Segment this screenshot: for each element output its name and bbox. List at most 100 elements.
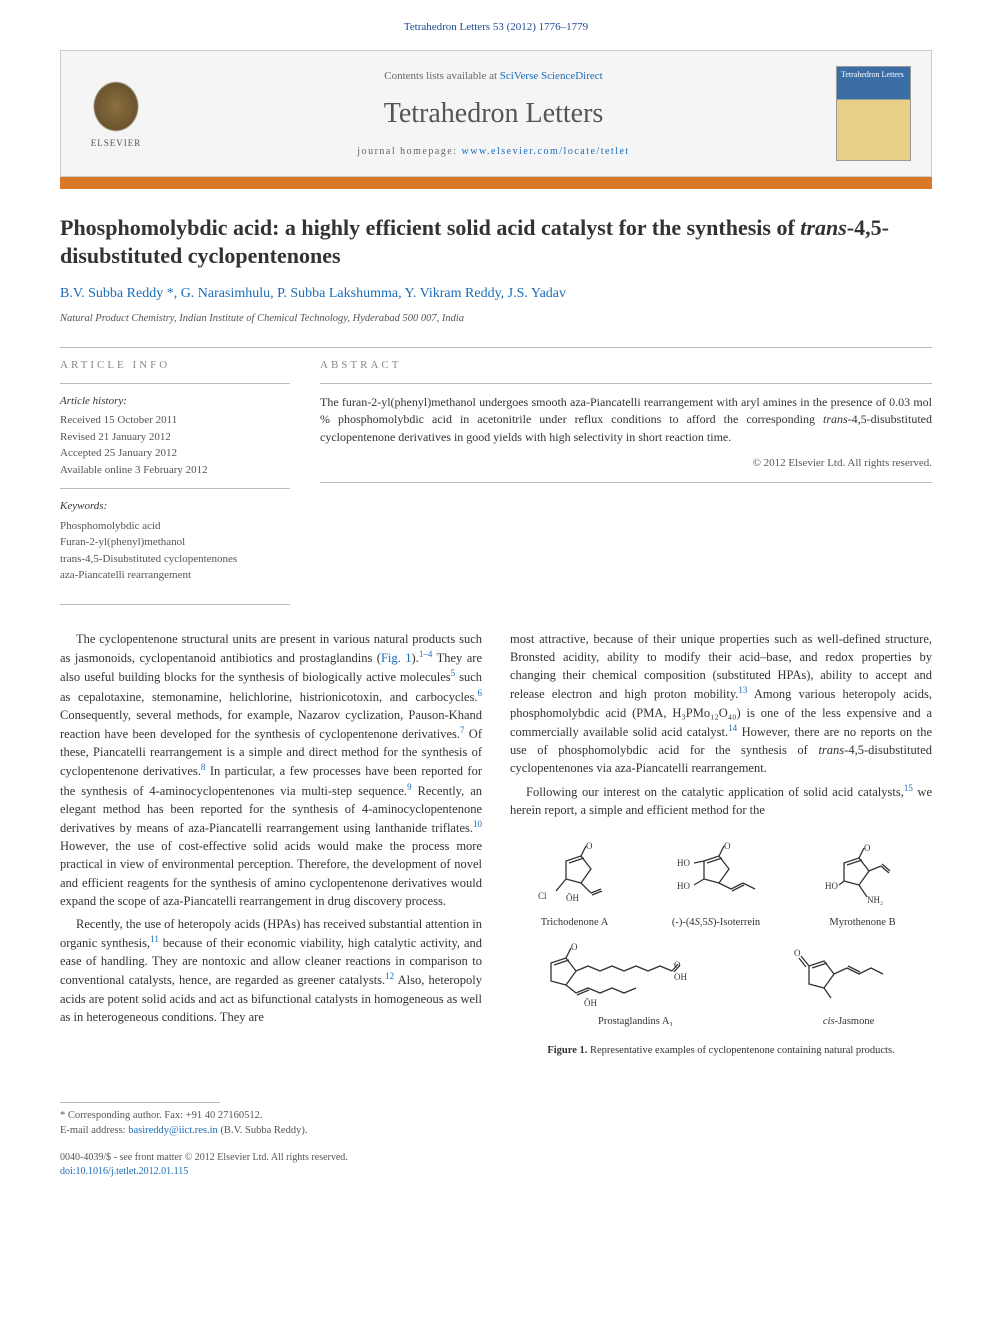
ref-14[interactable]: 14: [728, 723, 737, 733]
para-3: most attractive, because of their unique…: [510, 630, 932, 777]
body-col-left: The cyclopentenone structural units are …: [60, 630, 482, 1058]
article-info-heading: ARTICLE INFO: [60, 358, 290, 373]
info-abstract-row: ARTICLE INFO Article history: Received 1…: [60, 358, 932, 584]
ref-15[interactable]: 15: [904, 783, 913, 793]
ref-10[interactable]: 10: [473, 819, 482, 829]
m2p: )-Isoterrein: [713, 917, 760, 928]
mol-structure-icon: O HO HO: [669, 841, 764, 911]
ref-1-4[interactable]: 1–4: [419, 649, 433, 659]
banner-center: Contents lists available at SciVerse Sci…: [151, 69, 836, 160]
m2a: (-)-(4: [672, 917, 695, 928]
body-columns: The cyclopentenone structural units are …: [60, 630, 932, 1058]
body-col-right: most attractive, because of their unique…: [510, 630, 932, 1058]
svg-text:HO: HO: [677, 858, 690, 868]
ref-12[interactable]: 12: [385, 971, 394, 981]
email-line: E-mail address: basireddy@iict.res.in (B…: [60, 1124, 540, 1139]
accepted-line: Accepted 25 January 2012: [60, 445, 290, 462]
contents-prefix: Contents lists available at: [384, 70, 499, 82]
sciencedirect-link[interactable]: SciVerse ScienceDirect: [500, 70, 603, 82]
email-link[interactable]: basireddy@iict.res.in: [128, 1125, 218, 1136]
info-divider-1: [60, 383, 290, 384]
svg-text:ŌH: ŌH: [584, 998, 597, 1008]
kw3-ital: trans: [60, 553, 81, 565]
mol-structure-icon: O O OH ŌH: [526, 938, 746, 1010]
corresponding-author: * Corresponding author. Fax: +91 40 2716…: [60, 1109, 540, 1124]
svg-text:OH: OH: [674, 972, 687, 982]
revised-line: Revised 21 January 2012: [60, 429, 290, 446]
mol-cis-jasmone: O cis-Jasmone: [768, 938, 928, 1029]
email-post: (B.V. Subba Reddy).: [218, 1125, 308, 1136]
mol4-label: Prostaglandins A₁: [513, 1014, 758, 1029]
p4a: Following our interest on the catalytic …: [526, 785, 904, 799]
mol-structure-icon: O NH₂ HO: [819, 841, 907, 911]
figure-caption: Figure 1. Representative examples of cyc…: [510, 1043, 932, 1058]
mol-structure-icon: O: [789, 938, 909, 1010]
mol-trichodenone: O Cl ŌH Trichodenone A: [536, 841, 614, 930]
affiliation: Natural Product Chemistry, Indian Instit…: [60, 312, 932, 327]
mol-myrothenone: O NH₂ HO Myrothenone B: [819, 841, 907, 930]
svg-text:O: O: [571, 942, 578, 952]
svg-text:O: O: [864, 843, 871, 853]
fig-caption-pre: Figure 1.: [547, 1045, 587, 1056]
svg-text:HO: HO: [825, 881, 838, 891]
homepage-link[interactable]: www.elsevier.com/locate/tetlet: [462, 146, 630, 157]
doi-link[interactable]: doi:10.1016/j.tetlet.2012.01.115: [60, 1166, 188, 1177]
mol-isoterrein: O HO HO (-)-(4S,5S)-Isoterrein: [669, 841, 764, 930]
svg-text:Cl: Cl: [538, 891, 547, 901]
page-header: Tetrahedron Letters 53 (2012) 1776–1779: [0, 0, 992, 35]
journal-banner: ELSEVIER Contents lists available at Sci…: [60, 50, 932, 177]
article-info-col: ARTICLE INFO Article history: Received 1…: [60, 358, 290, 584]
svg-text:HO: HO: [677, 881, 690, 891]
available-line: Available online 3 February 2012: [60, 462, 290, 479]
mol2-label: (-)-(4S,5S)-Isoterrein: [669, 915, 764, 930]
elsevier-logo: ELSEVIER: [81, 74, 151, 154]
p3ital: trans: [818, 743, 844, 757]
journal-cover-thumb: Tetrahedron Letters: [836, 66, 911, 161]
abs-ital: trans: [823, 412, 848, 426]
article-title: Phosphomolybdic acid: a highly efficient…: [60, 214, 932, 269]
svg-text:O: O: [794, 948, 801, 958]
divider-top: [60, 347, 932, 348]
svg-text:ŌH: ŌH: [566, 893, 579, 903]
m5i: cis: [823, 1016, 835, 1027]
ref-6[interactable]: 6: [478, 688, 483, 698]
kw3-post: -4,5-Disubstituted cyclopentenones: [81, 553, 237, 565]
svg-text:O: O: [724, 841, 731, 851]
doi-line: doi:10.1016/j.tetlet.2012.01.115: [60, 1165, 932, 1179]
ref-11[interactable]: 11: [150, 934, 159, 944]
para-2: Recently, the use of heteropoly acids (H…: [60, 915, 482, 1026]
cover-label: Tetrahedron Letters: [841, 71, 906, 79]
fig1-link[interactable]: Fig. 1: [381, 651, 412, 665]
abstract-divider: [320, 383, 932, 384]
history-head: Article history:: [60, 394, 290, 409]
page-footer: * Corresponding author. Fax: +91 40 2716…: [0, 1088, 992, 1198]
author-link[interactable]: B.V. Subba Reddy *, G. Narasimhulu, P. S…: [60, 286, 566, 301]
p1i: However, the use of cost-effective solid…: [60, 839, 482, 907]
mol3-label: Myrothenone B: [819, 915, 907, 930]
footer-divider: [60, 1102, 220, 1103]
kw4: aza-Piancatelli rearrangement: [60, 567, 290, 584]
footer-left: * Corresponding author. Fax: +91 40 2716…: [60, 1096, 540, 1138]
homepage-prefix: journal homepage:: [357, 146, 461, 157]
article-main: Phosphomolybdic acid: a highly efficient…: [0, 189, 992, 1088]
title-ital: trans: [800, 215, 846, 240]
copyright-line: © 2012 Elsevier Ltd. All rights reserved…: [320, 456, 932, 471]
para-1: The cyclopentenone structural units are …: [60, 630, 482, 910]
orange-divider-bar: [60, 177, 932, 189]
email-label: E-mail address:: [60, 1125, 128, 1136]
elsevier-text: ELSEVIER: [91, 137, 142, 150]
info-divider-bottom: [60, 604, 290, 605]
issn-line: 0040-4039/$ - see front matter © 2012 El…: [60, 1151, 932, 1165]
kw1: Phosphomolybdic acid: [60, 518, 290, 535]
svg-text:O: O: [586, 841, 593, 851]
contents-lists-line: Contents lists available at SciVerse Sci…: [151, 69, 836, 84]
abstract-divider-bottom: [320, 482, 932, 483]
p1e: Consequently, several methods, for examp…: [60, 708, 482, 741]
figure-1: O Cl ŌH Trichodenone A: [510, 835, 932, 1059]
para-4: Following our interest on the catalytic …: [510, 782, 932, 819]
p1b: ).: [412, 651, 419, 665]
received-line: Received 15 October 2011: [60, 412, 290, 429]
m5p: -Jasmone: [835, 1016, 875, 1027]
fig-caption-text: Representative examples of cyclopentenon…: [587, 1045, 894, 1056]
kw2: Furan-2-yl(phenyl)methanol: [60, 534, 290, 551]
